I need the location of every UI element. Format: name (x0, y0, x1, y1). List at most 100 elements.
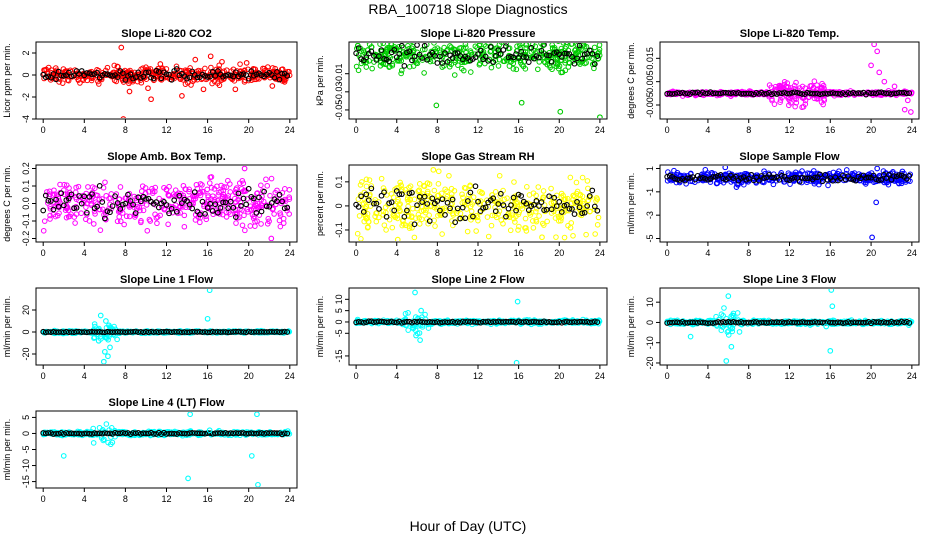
mean-point (556, 199, 563, 205)
data-point (147, 218, 154, 224)
y-tick-label: 0.1 (334, 176, 344, 189)
mean-point (447, 205, 453, 212)
data-point (50, 192, 57, 199)
mean-point (773, 91, 780, 97)
mean-point (386, 58, 392, 65)
data-point (825, 182, 831, 189)
outlier-point (722, 166, 729, 171)
data-point (250, 206, 257, 212)
mean-point (515, 318, 522, 325)
data-point (121, 221, 127, 228)
x-tick-label: 12 (161, 248, 171, 258)
data-point (359, 179, 365, 185)
y-tick-label: -0.05 (334, 100, 344, 121)
mean-point (245, 75, 252, 82)
mean-point (594, 53, 601, 60)
data-point (421, 182, 427, 189)
y-tick-label: -10 (21, 459, 31, 472)
data-point (549, 66, 555, 73)
outlier-point (103, 318, 109, 324)
mean-point (127, 329, 134, 335)
data-point (91, 208, 98, 215)
x-tick-label: 8 (746, 371, 751, 381)
data-point (282, 186, 288, 192)
mean-point (148, 74, 154, 81)
data-point (556, 43, 561, 45)
data-point (584, 178, 591, 184)
data-point (396, 201, 402, 208)
y-tick-label: 10 (645, 297, 655, 307)
data-point (362, 213, 369, 220)
mean-point (388, 318, 395, 325)
data-point (587, 37, 592, 42)
mean-point (215, 209, 221, 216)
mean-point (55, 68, 62, 75)
x-tick-label: 12 (473, 125, 483, 135)
data-point (412, 215, 419, 221)
mean-point (414, 43, 420, 48)
outlier-point (539, 234, 545, 241)
data-point (384, 45, 391, 51)
mean-point (212, 72, 219, 79)
mean-point (487, 44, 494, 50)
data-point (431, 43, 437, 46)
data-point (211, 186, 218, 192)
mean-point (94, 203, 100, 210)
data-point (522, 215, 529, 222)
mean-point (58, 190, 65, 197)
data-point (354, 230, 361, 237)
data-point (415, 211, 422, 218)
x-tick-label: 0 (665, 371, 670, 381)
data-point (47, 216, 53, 222)
mean-point (893, 90, 900, 97)
mean-point (761, 175, 767, 181)
mean-point (207, 73, 214, 80)
x-tick-label: 12 (161, 125, 171, 135)
mean-point (452, 50, 458, 56)
data-point (460, 194, 466, 201)
mean-point (240, 329, 247, 335)
outlier-point (540, 43, 546, 49)
data-point (226, 203, 233, 210)
data-point (461, 184, 468, 191)
mean-point (591, 318, 598, 325)
mean-point (186, 329, 193, 335)
data-point (154, 220, 160, 227)
mean-point (817, 91, 823, 98)
mean-point (42, 74, 49, 81)
data-point (63, 202, 70, 209)
figure-title: RBA_100718 Slope Diagnostics (368, 1, 567, 17)
mean-point (429, 195, 436, 202)
mean-point (40, 207, 47, 214)
data-point (522, 225, 528, 231)
mean-point (692, 176, 699, 183)
data-point (585, 185, 591, 192)
mean-point (404, 49, 410, 56)
outlier-point (207, 53, 214, 60)
x-tick-label: 4 (82, 125, 87, 135)
data-point (488, 222, 495, 229)
mean-point (276, 329, 283, 336)
mean-point (363, 319, 370, 326)
data-point (90, 221, 97, 227)
data-point (787, 181, 793, 187)
data-point (238, 186, 245, 192)
data-point (596, 43, 603, 48)
mean-point (589, 50, 596, 57)
outlier-point (118, 44, 125, 51)
mean-point (50, 206, 57, 213)
data-point (236, 180, 243, 186)
points (40, 289, 293, 364)
mean-point (579, 210, 585, 217)
mean-point (253, 71, 260, 78)
data-point (389, 62, 396, 69)
outlier-point (687, 333, 694, 340)
mean-point (155, 329, 162, 336)
mean-point (66, 69, 72, 76)
x-tick-label: 24 (907, 248, 917, 258)
data-point (464, 228, 471, 235)
data-point (411, 234, 418, 241)
panel-3: Slope Li-820 Temp.0 4 8 12 16 20 24-0.0050.005… (626, 28, 920, 135)
mean-point (360, 209, 367, 215)
